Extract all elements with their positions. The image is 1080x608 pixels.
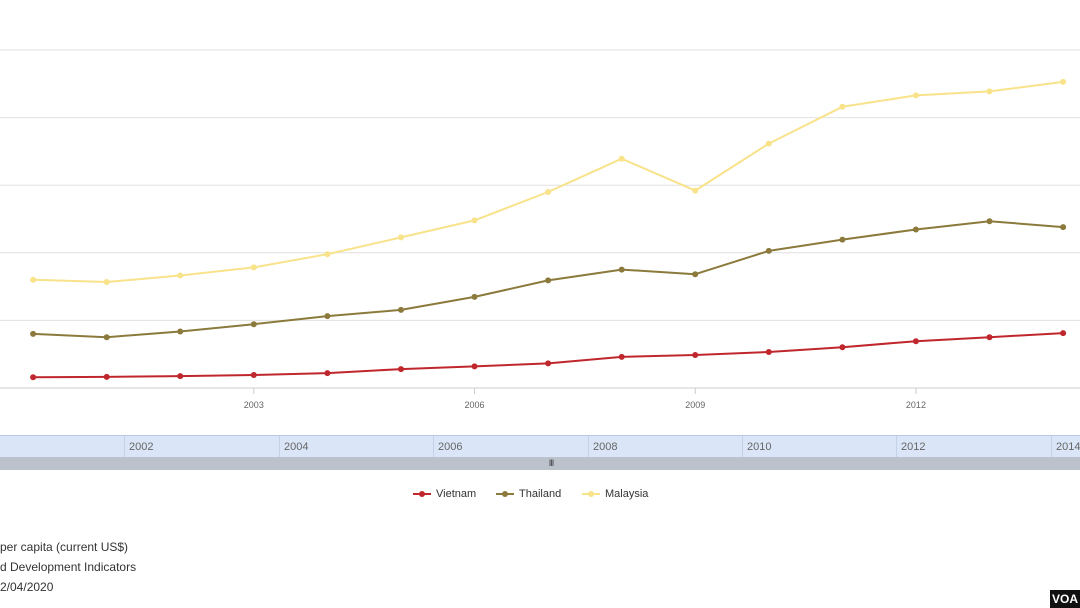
x-tick-label: 2012 bbox=[906, 400, 926, 410]
data-point-malaysia[interactable] bbox=[30, 276, 37, 283]
navigator-tick: 2014 bbox=[1051, 436, 1080, 457]
navigator-label: 2004 bbox=[284, 441, 309, 453]
navigator-tick: 2004 bbox=[279, 436, 434, 457]
x-tick-label: 2009 bbox=[685, 400, 705, 410]
data-point-malaysia[interactable] bbox=[618, 155, 625, 162]
navigator-tick: 2012 bbox=[896, 436, 1051, 457]
data-point-thailand[interactable] bbox=[177, 328, 184, 335]
navigator-label: 2014 bbox=[1056, 441, 1080, 453]
series-line-vietnam[interactable] bbox=[33, 332, 1064, 379]
data-point-vietnam[interactable] bbox=[471, 363, 478, 370]
data-point-vietnam[interactable] bbox=[1060, 330, 1067, 337]
navigator-label: 2006 bbox=[438, 441, 463, 453]
data-point-thailand[interactable] bbox=[1060, 224, 1067, 231]
data-point-vietnam[interactable] bbox=[839, 344, 846, 351]
navigator-label: 2008 bbox=[593, 441, 618, 453]
legend-swatch-malaysia bbox=[582, 488, 600, 500]
navigator-tick: 2010 bbox=[742, 436, 897, 457]
data-point-vietnam[interactable] bbox=[30, 374, 37, 381]
data-point-vietnam[interactable] bbox=[912, 338, 919, 345]
data-point-malaysia[interactable] bbox=[986, 88, 993, 95]
data-point-thailand[interactable] bbox=[986, 218, 993, 225]
legend-item-malaysia[interactable]: Malaysia bbox=[582, 486, 648, 502]
legend-swatch-thailand bbox=[496, 488, 514, 500]
data-point-malaysia[interactable] bbox=[839, 103, 846, 110]
data-point-vietnam[interactable] bbox=[103, 373, 110, 380]
data-point-vietnam[interactable] bbox=[324, 370, 331, 377]
navigator-label: 2012 bbox=[901, 441, 926, 453]
x-tick-label: 2006 bbox=[465, 400, 485, 410]
scrollbar-grip-icon[interactable]: III bbox=[548, 458, 555, 468]
source-name-text: d Development Indicators bbox=[0, 560, 137, 574]
navigator-scrollbar[interactable]: III bbox=[0, 457, 1080, 470]
navigator-tick: 2008 bbox=[588, 436, 743, 457]
data-point-thailand[interactable] bbox=[398, 306, 404, 313]
navigator-tick: 2002 bbox=[124, 436, 279, 457]
navigator-label: 2010 bbox=[747, 441, 772, 453]
data-point-vietnam[interactable] bbox=[250, 372, 257, 378]
data-point-malaysia[interactable] bbox=[398, 234, 404, 241]
data-point-malaysia[interactable] bbox=[324, 251, 331, 258]
x-tick-label: 2003 bbox=[244, 400, 264, 410]
data-point-vietnam[interactable] bbox=[177, 373, 184, 380]
voa-logo: VOA bbox=[1050, 590, 1080, 608]
data-point-vietnam[interactable] bbox=[398, 366, 404, 373]
data-point-vietnam[interactable] bbox=[545, 360, 552, 367]
data-point-thailand[interactable] bbox=[618, 266, 625, 273]
legend-item-thailand[interactable]: Thailand bbox=[496, 486, 561, 502]
legend: Vietnam Thailand Malaysia bbox=[0, 486, 1080, 502]
series-line-malaysia[interactable] bbox=[33, 80, 1064, 283]
data-point-vietnam[interactable] bbox=[765, 349, 772, 355]
x-ticks: 2003 2006 2009 2012 bbox=[244, 388, 926, 410]
data-point-malaysia[interactable] bbox=[545, 189, 552, 195]
data-point-malaysia[interactable] bbox=[692, 187, 699, 194]
data-point-malaysia[interactable] bbox=[765, 140, 772, 147]
data-point-vietnam[interactable] bbox=[692, 352, 699, 358]
series-vietnam bbox=[30, 330, 1067, 381]
data-point-thailand[interactable] bbox=[912, 226, 919, 233]
gridlines bbox=[0, 49, 1080, 321]
legend-swatch-vietnam bbox=[413, 488, 431, 500]
data-point-vietnam[interactable] bbox=[618, 353, 625, 360]
legend-label: Malaysia bbox=[605, 488, 649, 500]
data-point-thailand[interactable] bbox=[30, 330, 37, 337]
data-point-thailand[interactable] bbox=[545, 277, 552, 284]
legend-label: Vietnam bbox=[436, 488, 477, 500]
data-point-thailand[interactable] bbox=[765, 247, 772, 254]
data-point-vietnam[interactable] bbox=[986, 334, 993, 341]
series-thailand bbox=[30, 218, 1067, 341]
data-point-malaysia[interactable] bbox=[103, 279, 110, 285]
line-chart: 2003 2006 2009 2012 bbox=[0, 49, 1080, 410]
data-point-thailand[interactable] bbox=[250, 321, 257, 328]
data-point-thailand[interactable] bbox=[471, 293, 478, 300]
data-point-thailand[interactable] bbox=[103, 334, 110, 341]
legend-label: Thailand bbox=[519, 488, 562, 500]
source-date-text: 2/04/2020 bbox=[0, 580, 54, 594]
navigator[interactable]: 2002 2004 2006 2008 2010 2012 2014 bbox=[0, 435, 1080, 457]
series bbox=[30, 78, 1067, 381]
data-point-malaysia[interactable] bbox=[471, 217, 478, 224]
series-malaysia bbox=[30, 78, 1067, 285]
data-point-thailand[interactable] bbox=[839, 236, 846, 243]
legend-item-vietnam[interactable]: Vietnam bbox=[413, 486, 476, 502]
navigator-tick: 2006 bbox=[433, 436, 588, 457]
source-indicator-text: per capita (current US$) bbox=[0, 540, 129, 554]
data-point-malaysia[interactable] bbox=[250, 264, 257, 271]
data-point-malaysia[interactable] bbox=[912, 92, 919, 99]
data-point-thailand[interactable] bbox=[324, 313, 331, 320]
navigator-label: 2002 bbox=[129, 441, 154, 453]
data-point-thailand[interactable] bbox=[692, 271, 699, 278]
data-point-malaysia[interactable] bbox=[177, 272, 184, 279]
data-point-malaysia[interactable] bbox=[1060, 78, 1067, 85]
